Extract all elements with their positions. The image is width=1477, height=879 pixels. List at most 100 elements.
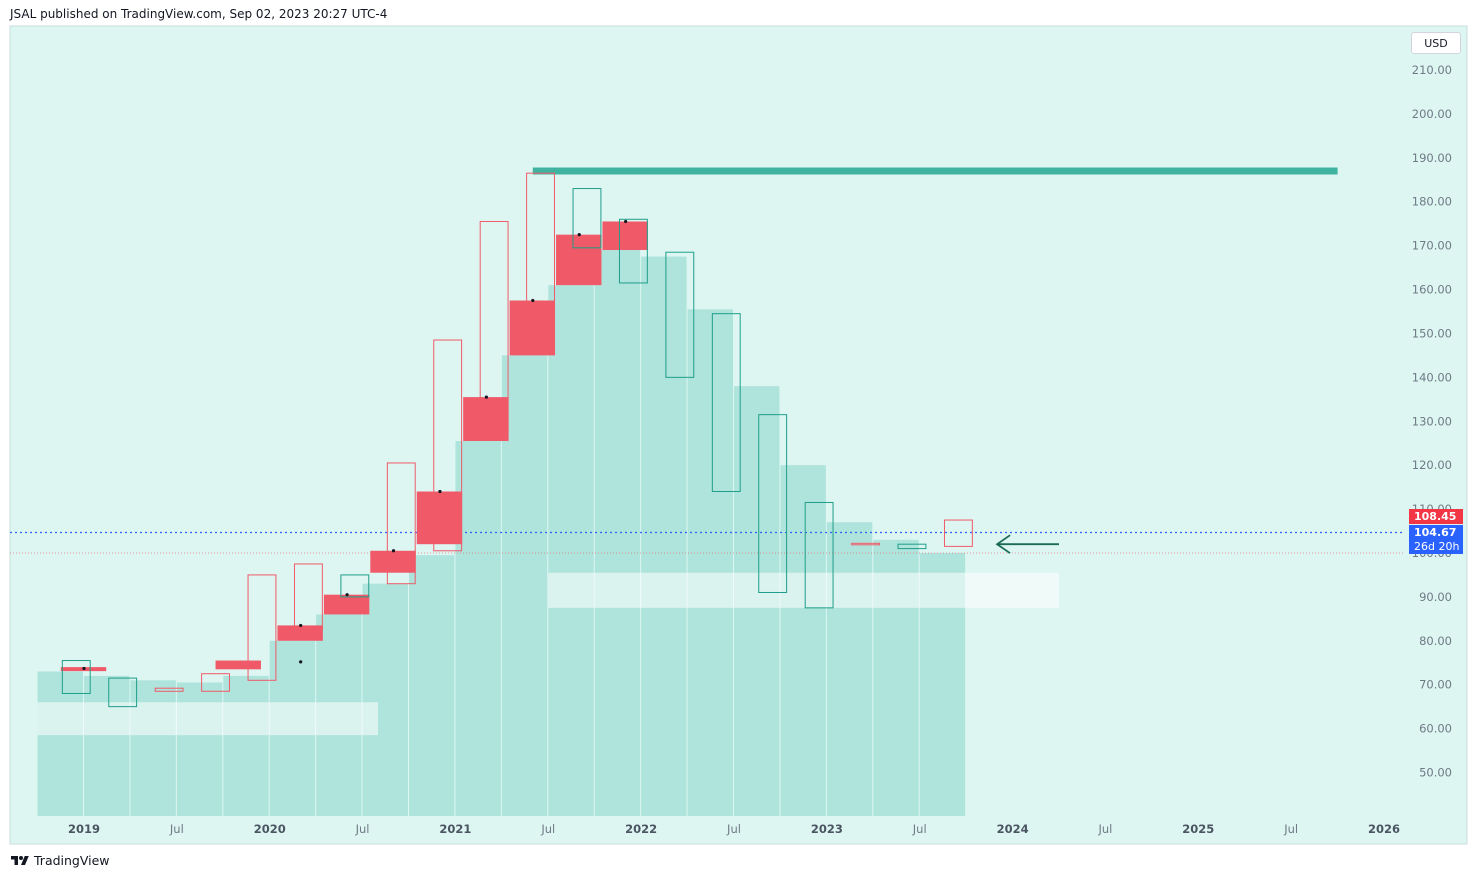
arrow-icon [995, 534, 1011, 554]
candle-body [556, 234, 602, 286]
candle-outline [897, 543, 927, 550]
price-tick-label: 200.00 [1412, 107, 1452, 121]
price-tick-label: 140.00 [1412, 370, 1452, 384]
candle-body [323, 594, 370, 615]
price-tick-label: 210.00 [1412, 63, 1452, 77]
candle-outline [154, 687, 184, 692]
time-tick-label: 2023 [811, 822, 843, 836]
body-marker [345, 593, 349, 597]
candle-outlines-layer [61, 172, 973, 708]
candle-bodies-layer [60, 221, 648, 672]
price-tick-label: 90.00 [1419, 590, 1452, 604]
time-tick-label: 2026 [1368, 822, 1400, 836]
candle-body [370, 550, 416, 573]
last-price-tag: 104.67 26d 20h [1409, 525, 1463, 554]
price-lines-layer [10, 167, 1405, 554]
time-tick-label: Jul [1283, 822, 1298, 836]
candle-outline [108, 677, 138, 708]
price-tick-label: 50.00 [1419, 766, 1452, 780]
body-marker [299, 660, 303, 664]
candle-body [509, 300, 556, 356]
body-markers-layer [82, 219, 628, 671]
price-tick-label: 130.00 [1412, 414, 1452, 428]
period-bar [362, 583, 408, 816]
candle-body [602, 221, 648, 251]
brand-name: TradingView [34, 853, 110, 868]
time-tick-label: Jul [540, 822, 555, 836]
footer-brand[interactable]: TradingView [10, 853, 110, 868]
time-tick-label: 2019 [68, 822, 100, 836]
candle-outline [61, 660, 91, 694]
period-bar [594, 250, 641, 816]
period-bar [501, 355, 548, 816]
time-tick-label: Jul [355, 822, 370, 836]
price-tick-label: 80.00 [1419, 634, 1452, 648]
body-marker [484, 395, 488, 399]
period-bar [130, 680, 176, 816]
price-tick-label: 180.00 [1412, 195, 1452, 209]
price-tick-label: 160.00 [1412, 283, 1452, 297]
candle-outline [572, 188, 602, 249]
body-marker [438, 489, 442, 494]
candle-outline [665, 251, 695, 378]
candle-outline [479, 220, 509, 433]
tradingview-logo-icon [11, 855, 29, 865]
candle-outline [386, 462, 416, 585]
body-marker [624, 219, 628, 224]
high-price-tag: 108.45 [1409, 509, 1463, 524]
candle-outline [433, 339, 463, 552]
period-bar [780, 465, 826, 816]
period-bar [409, 555, 455, 816]
time-tick-label: 2020 [254, 822, 286, 836]
candle-outline [247, 574, 277, 681]
publish-header: JSAL published on TradingView.com, Sep 0… [10, 7, 388, 21]
support-zones-layer [37, 572, 1059, 736]
candle-body [277, 625, 323, 641]
period-bar [37, 671, 83, 816]
body-marker [391, 549, 396, 553]
candle-outline [851, 542, 880, 546]
candle-body [416, 491, 463, 545]
body-marker [577, 233, 581, 237]
price-tick-label: 70.00 [1419, 678, 1452, 692]
support-zone [37, 702, 379, 736]
support-zone [548, 572, 1059, 608]
candle-outline [340, 574, 370, 598]
drawings-layer [995, 534, 1059, 554]
time-tick-label: 2021 [439, 822, 471, 836]
time-axis[interactable]: 2019 Jul 2020 Jul 2021 Jul 2022 Jul 2023 Jul 2024 J… [68, 822, 1400, 836]
price-tick-label: 170.00 [1412, 239, 1452, 253]
period-bar [455, 441, 501, 816]
candle-outline [618, 218, 648, 284]
period-bar [826, 522, 873, 816]
period-bar [548, 285, 594, 816]
candle-body [463, 397, 509, 442]
candle-outline [758, 414, 788, 593]
bar-countdown: 26d 20h [1414, 540, 1460, 553]
price-tick-label: 190.00 [1412, 151, 1452, 165]
time-tick-label: Jul [726, 822, 741, 836]
period-bar [223, 675, 269, 816]
time-tick-label: Jul [169, 822, 184, 836]
time-tick-label: Jul [1097, 822, 1112, 836]
currency-button[interactable]: USD [1411, 32, 1461, 54]
candle-outline [526, 172, 555, 326]
candle-outline [943, 519, 973, 547]
price-tick-label: 60.00 [1419, 722, 1452, 736]
period-bar [641, 256, 687, 816]
time-tick-label: 2022 [625, 822, 657, 836]
candle-outline [711, 313, 741, 492]
time-tick-label: 2025 [1182, 822, 1214, 836]
candle-outline [201, 673, 230, 692]
time-tick-label: Jul [912, 822, 927, 836]
price-tick-label: 150.00 [1412, 326, 1452, 340]
body-marker [531, 298, 535, 303]
candle-outline [293, 563, 323, 629]
body-marker [299, 623, 303, 628]
time-tick-label: 2024 [997, 822, 1029, 836]
period-bar [84, 675, 130, 816]
candle-outline [804, 501, 834, 609]
period-bar [687, 309, 733, 816]
last-price-value: 104.67 [1414, 526, 1457, 539]
